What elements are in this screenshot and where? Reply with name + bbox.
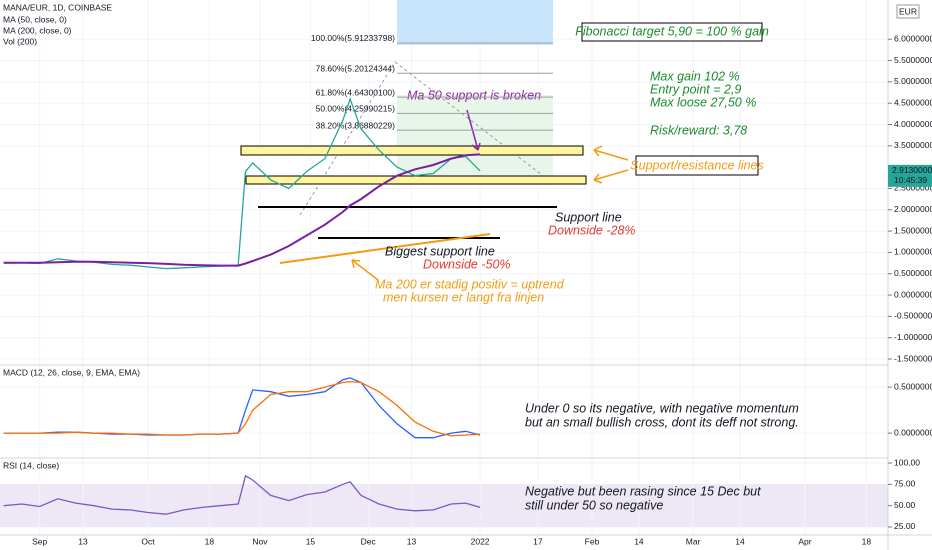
annotation: Ma 200 er stadig positiv = uptrend [375, 277, 565, 291]
legend-entry: Vol (200) [3, 36, 37, 46]
pane-title: RSI (14, close) [3, 460, 59, 470]
series-line [3, 474, 481, 515]
x-tick-label: Apr [798, 536, 811, 546]
x-tick-label: 13 [407, 536, 417, 546]
annotation: Support/resistance lines [630, 158, 763, 172]
note-box [581, 22, 763, 42]
fib-label: 50.00%(4.25990215) [316, 104, 396, 114]
annotation: Under 0 so its negative, with negative m… [525, 401, 799, 415]
x-tick-label: 18 [205, 536, 215, 546]
annotation: Negative but been rasing since 15 Dec bu… [525, 484, 761, 498]
price-tag [888, 164, 932, 187]
x-tick-label: 2022 [471, 536, 490, 546]
x-tick-label: 13 [78, 536, 88, 546]
x-tick-label: 14 [735, 536, 745, 546]
annotation: Biggest support line [385, 244, 495, 258]
y-tick-label: 100.00 [894, 457, 920, 467]
x-tick-label: Nov [252, 536, 268, 546]
fib-label: 38.20%(3.86880229) [316, 120, 396, 130]
x-tick-label: 18 [862, 536, 872, 546]
target-zone [397, 0, 553, 45]
annotation: Fibonacci target 5,90 = 100 % gain [575, 24, 769, 38]
x-tick-label: 15 [306, 536, 316, 546]
x-tick-label: Sep [32, 536, 47, 546]
ma200-line [279, 233, 491, 264]
fib-label: 78.60%(5.20124344) [316, 64, 396, 74]
x-tick-label: Oct [141, 536, 155, 546]
note-box [635, 155, 759, 176]
legend-entry: MA (50, close, 0) [3, 14, 67, 24]
fib-label: 61.80%(4.64300100) [316, 87, 396, 97]
resistance-box [240, 145, 584, 156]
annotation: but an small bullish cross, dont its def… [525, 415, 799, 429]
y-tick-label: 75.00 [894, 479, 916, 489]
price-tag-label: 2.91300000 [892, 165, 932, 175]
series-line [3, 380, 481, 437]
arrow [593, 145, 629, 184]
annotation: Ma 50 support is broken [407, 88, 541, 102]
currency: EUR [899, 6, 917, 16]
annotation: Downside -50% [423, 257, 511, 271]
currency-box [896, 4, 920, 19]
annotation: men kursen er langt fra linjen [383, 290, 544, 304]
arrow [351, 259, 379, 281]
x-tick-label: Dec [361, 536, 377, 546]
fib-trend [299, 61, 396, 216]
annotation: Entry point = 2,9 [650, 82, 741, 96]
fib-label: 100.00%(5.91233798) [311, 33, 395, 43]
x-tick-label: 17 [533, 536, 543, 546]
annotation: Downside -28% [548, 223, 636, 237]
annotation: Max gain 102 % [650, 69, 740, 83]
x-tick-label: Feb [585, 536, 600, 546]
y-tick-label: 25.00 [894, 521, 916, 531]
annotation: Max loose 27,50 % [650, 95, 756, 109]
x-tick-label: Mar [686, 536, 701, 546]
pane-title: MACD (12, 26, close, 9, EMA, EMA) [3, 367, 140, 377]
pane-title: MANA/EUR, 1D, COINBASE [3, 2, 112, 12]
annotation: still under 50 so negative [525, 498, 663, 512]
x-tick-label: 14 [634, 536, 644, 546]
series-line [3, 153, 481, 267]
price-tag-time: 10:45:39 [894, 175, 927, 185]
annotation: Risk/reward: 3,78 [650, 123, 747, 137]
annotation: Support line [555, 210, 622, 224]
y-tick-label: 50.00 [894, 500, 916, 510]
legend-entry: MA (200, close, 0) [3, 25, 72, 35]
fib-trend [394, 61, 556, 186]
